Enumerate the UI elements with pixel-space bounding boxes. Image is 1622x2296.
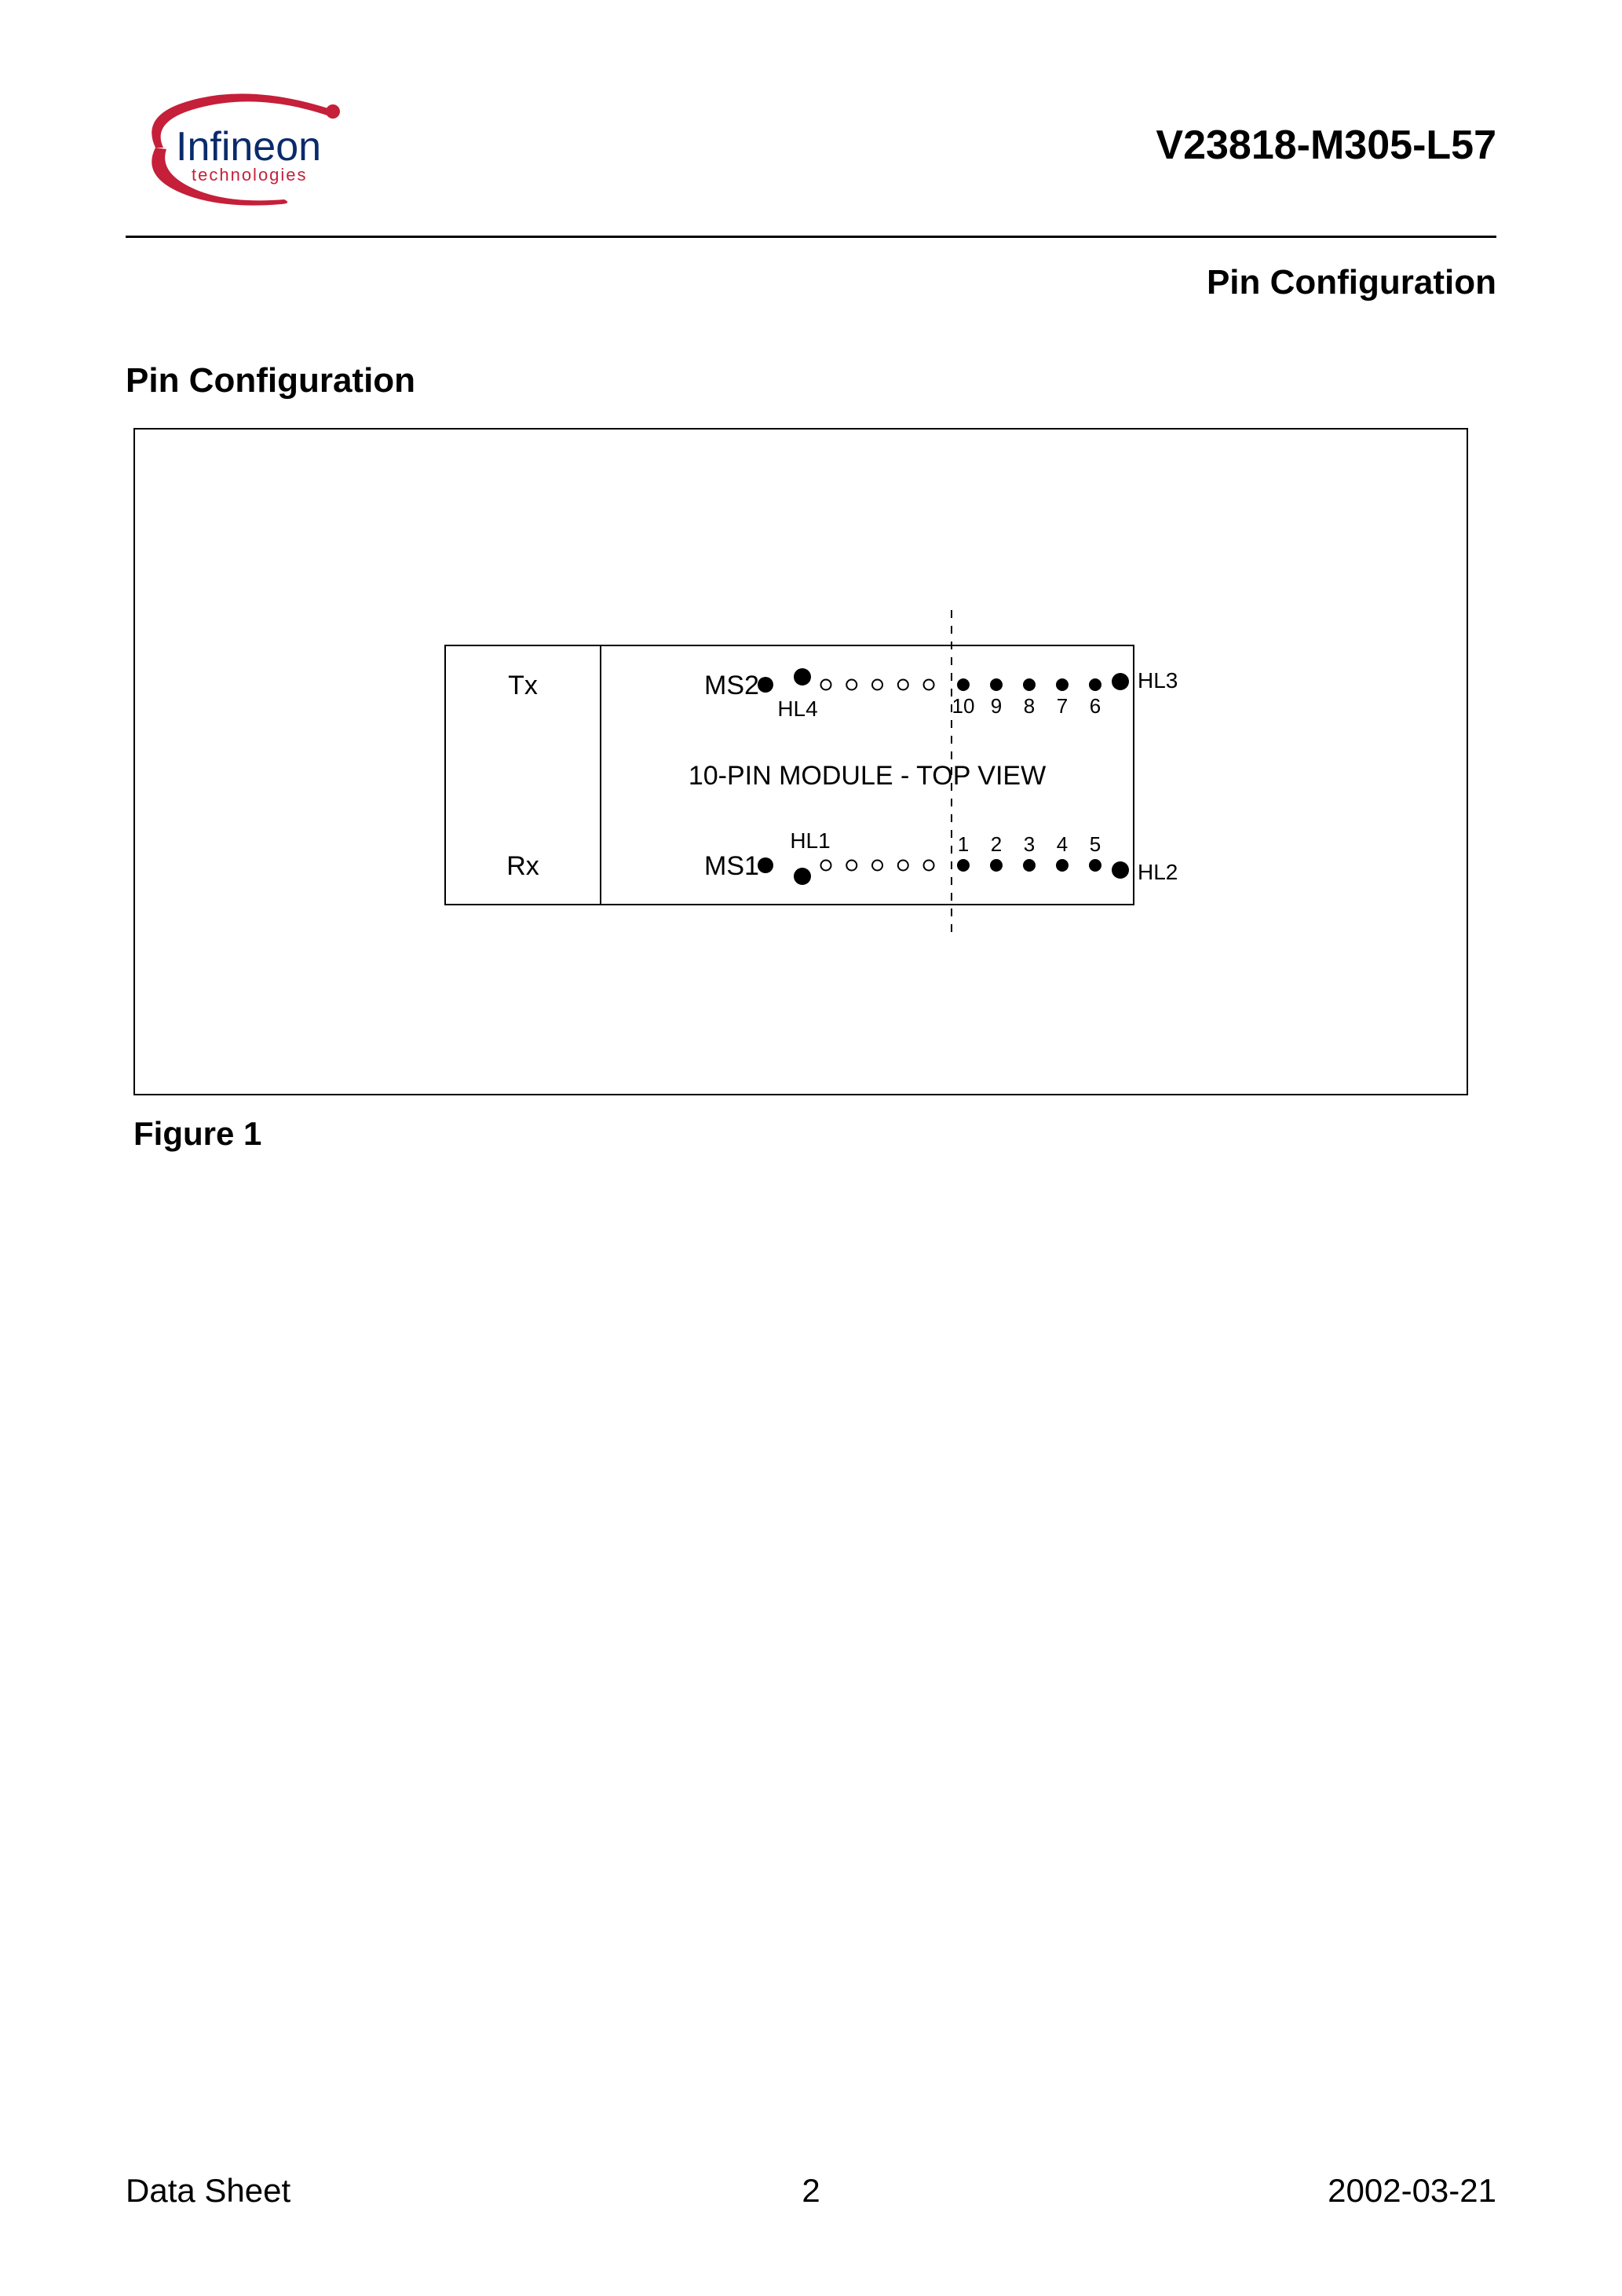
hl-inner-pin <box>794 868 811 885</box>
logo-main-text: Infineon <box>176 124 321 170</box>
open-pin <box>821 861 831 871</box>
open-pin <box>924 680 934 690</box>
filled-pin <box>1089 678 1101 691</box>
open-pin <box>846 861 857 871</box>
pin-diagram: 10-PIN MODULE - TOP VIEW Tx MS2 HL4 10 9876 HL… <box>135 430 1467 1094</box>
ms-pin <box>758 857 773 873</box>
footer-page-number: 2 <box>802 2172 820 2210</box>
open-pin <box>872 861 882 871</box>
filled-pin <box>957 859 970 872</box>
pin-number: 10 <box>952 694 975 718</box>
hl-outer-pin <box>1112 673 1129 690</box>
figure-caption: Figure 1 <box>133 1115 261 1153</box>
filled-pin <box>990 859 1003 872</box>
figure-box: 10-PIN MODULE - TOP VIEW Tx MS2 HL4 10 9876 HL… <box>133 428 1468 1095</box>
pin-number: 3 <box>1024 832 1035 856</box>
side-label: Rx <box>506 851 539 881</box>
open-pin <box>872 680 882 690</box>
logo-sub-text: technologies <box>192 165 308 185</box>
pin-number: 9 <box>991 694 1002 718</box>
footer-date: 2002-03-21 <box>1328 2172 1496 2210</box>
filled-pin <box>1056 859 1069 872</box>
pin-number: 8 <box>1024 694 1035 718</box>
open-pin <box>898 680 908 690</box>
hl-outer-label: HL3 <box>1138 668 1178 693</box>
ms-pin <box>758 677 773 693</box>
pin-number: 7 <box>1057 694 1068 718</box>
part-number: V23818-M305-L57 <box>1156 122 1496 169</box>
pin-number: 2 <box>991 832 1002 856</box>
filled-pin <box>1023 678 1036 691</box>
module-label: 10-PIN MODULE - TOP VIEW <box>689 761 1046 791</box>
section-title: Pin Configuration <box>126 361 415 400</box>
pin-number: 1 <box>958 832 969 856</box>
hl-inner-label: HL1 <box>790 828 830 853</box>
filled-pin <box>1056 678 1069 691</box>
open-pin <box>924 861 934 871</box>
header-rule <box>126 236 1496 238</box>
side-label: Tx <box>508 671 538 700</box>
subheader: Pin Configuration <box>1207 263 1496 302</box>
hl-outer-label: HL2 <box>1138 860 1178 884</box>
open-pin <box>898 861 908 871</box>
pin-number: 4 <box>1057 832 1068 856</box>
hl-outer-pin <box>1112 861 1129 879</box>
ms-label: MS1 <box>704 851 759 881</box>
pin-number: 5 <box>1090 832 1101 856</box>
page-header: Infineon technologies V23818-M305-L57 <box>126 86 1496 228</box>
filled-pin <box>1023 859 1036 872</box>
page: Infineon technologies V23818-M305-L57 Pi… <box>0 0 1622 2296</box>
ms-label: MS2 <box>704 671 759 700</box>
footer-left: Data Sheet <box>126 2172 290 2210</box>
hl-inner-label: HL4 <box>777 696 817 721</box>
filled-pin <box>990 678 1003 691</box>
open-pin <box>846 680 857 690</box>
filled-pin <box>1089 859 1101 872</box>
pin-number: 6 <box>1090 694 1101 718</box>
infineon-logo: Infineon technologies <box>126 86 361 216</box>
filled-pin <box>957 678 970 691</box>
open-pin <box>821 680 831 690</box>
hl-inner-pin <box>794 668 811 686</box>
page-footer: Data Sheet 2 2002-03-21 <box>126 2170 1496 2210</box>
